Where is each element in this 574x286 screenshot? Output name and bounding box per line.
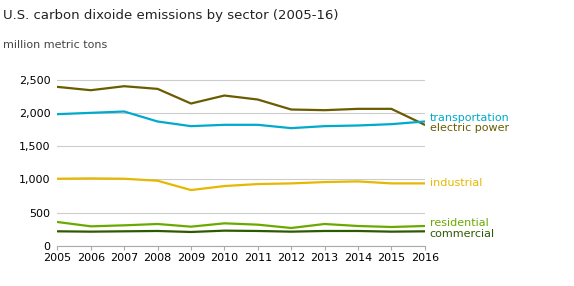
- Text: residential: residential: [430, 218, 488, 228]
- Text: commercial: commercial: [430, 229, 495, 239]
- Text: U.S. carbon dixoide emissions by sector (2005-16): U.S. carbon dixoide emissions by sector …: [3, 9, 338, 21]
- Text: industrial: industrial: [430, 178, 482, 188]
- Text: transportation: transportation: [430, 113, 510, 123]
- Text: electric power: electric power: [430, 124, 509, 134]
- Text: million metric tons: million metric tons: [3, 40, 107, 50]
